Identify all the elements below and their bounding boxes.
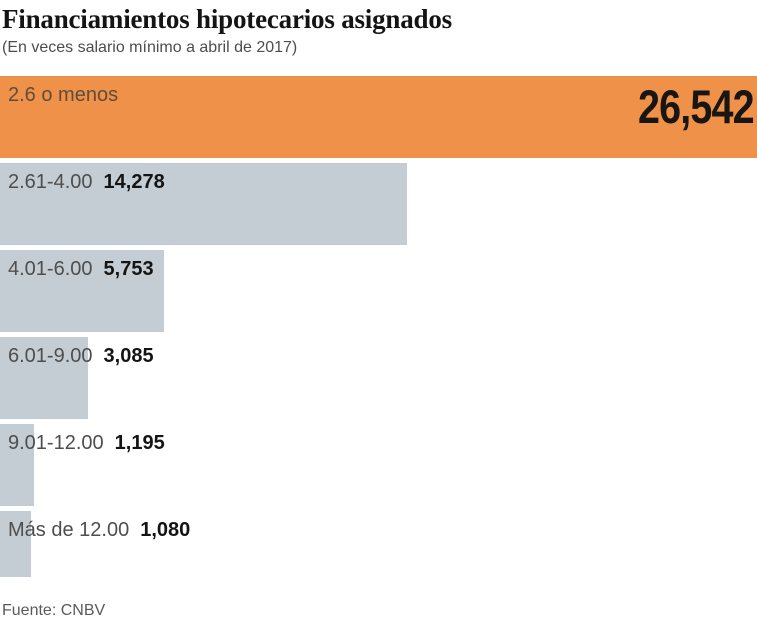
bar-row: 4.01-6.00 5,753 — [0, 250, 757, 332]
bar — [0, 250, 165, 332]
chart-header: Financiamientos hipotecarios asignados (… — [0, 0, 757, 76]
chart-title: Financiamientos hipotecarios asignados — [2, 4, 452, 34]
bar-row: 26,542 2.6 o menos — [0, 76, 757, 158]
category-label: 2.6 o menos — [8, 84, 119, 106]
value-label: 1,080 — [140, 519, 191, 541]
bar — [0, 163, 408, 245]
bar-row: 2.61-4.00 14,278 — [0, 163, 757, 245]
bar-row: Más de 12.00 1,080 — [0, 511, 757, 577]
chart-subtitle: (En veces salario mínimo a abril de 2017… — [2, 39, 298, 56]
category-label: 6.01-9.00 — [8, 345, 93, 367]
bar-row: 9.01-12.00 1,195 — [0, 424, 757, 506]
source-note: Fuente: CNBV — [2, 602, 106, 619]
bar-label: 6.01-9.00 3,085 — [0, 337, 757, 368]
value-label-large: 26,542 — [638, 80, 755, 133]
bar-label: 2.6 o menos — [0, 76, 757, 107]
bar-rows: 26,542 2.6 o menos 2.61-4.00 14,278 4.01-6.0… — [0, 76, 757, 577]
bar-label: 2.61-4.00 14,278 — [0, 163, 757, 194]
category-label: 2.61-4.00 — [8, 171, 93, 193]
bar-label: 4.01-6.00 5,753 — [0, 250, 757, 281]
category-label: 4.01-6.00 — [8, 258, 93, 280]
value-label: 3,085 — [103, 345, 154, 367]
bar — [0, 337, 88, 419]
bar-label: 9.01-12.00 1,195 — [0, 424, 757, 455]
bar — [0, 76, 757, 158]
bar — [0, 424, 35, 506]
value-label: 14,278 — [103, 171, 165, 193]
value-label: 1,195 — [114, 432, 165, 454]
bar-row: 6.01-9.00 3,085 — [0, 337, 757, 419]
category-label: 9.01-12.00 — [8, 432, 104, 454]
category-label: Más de 12.00 — [8, 519, 130, 541]
bar — [0, 511, 31, 577]
value-label: 5,753 — [103, 258, 154, 280]
bar-label: Más de 12.00 1,080 — [0, 511, 757, 542]
